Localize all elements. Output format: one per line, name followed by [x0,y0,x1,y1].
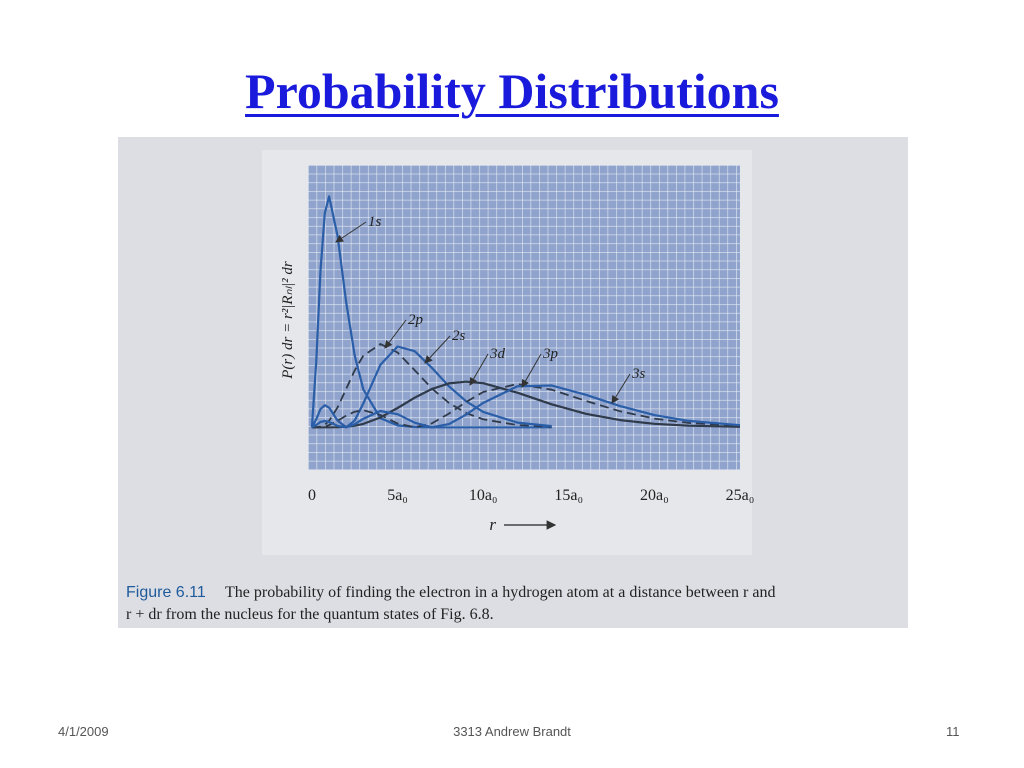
series-line [311,380,741,429]
caption-text: The probability of finding the electron … [225,584,775,601]
label-arrow [424,335,451,364]
series-label: 3s [631,366,646,382]
caption-label: Figure 6.11 [126,584,206,601]
series-label: 2s [452,328,466,344]
slide-title: Probability Distributions [245,63,779,119]
footer-center: 3313 Andrew Brandt [453,724,571,739]
label-arrow [384,319,407,349]
series-line [311,383,741,429]
x-tick-label: 25a₀ [726,487,755,504]
label-arrow [611,373,631,404]
footer-date: 4/1/2009 [58,724,109,739]
x-tick-label: 10a₀ [469,487,498,504]
series-line [310,345,552,429]
series-label: 2p [408,312,424,328]
x-axis-label: r [489,515,496,534]
y-axis-label: P(r) dr = r²|Rₙₗ|² dr [280,261,296,380]
caption-text: r + dr from the nucleus for the quantum … [126,606,494,623]
page-number: 11 [946,724,960,739]
x-tick-label: 5a₀ [387,487,408,504]
label-arrow [469,353,489,386]
label-arrow [521,353,542,388]
series-label: 1s [368,214,382,230]
series-label: 3d [489,346,506,362]
series-label: 3p [542,346,559,362]
series-line [311,384,741,429]
x-tick-label: 20a₀ [640,487,669,504]
x-tick-label: 0 [308,487,316,504]
x-tick-label: 15a₀ [554,487,583,504]
label-arrow [335,221,367,243]
series-line [310,195,552,429]
